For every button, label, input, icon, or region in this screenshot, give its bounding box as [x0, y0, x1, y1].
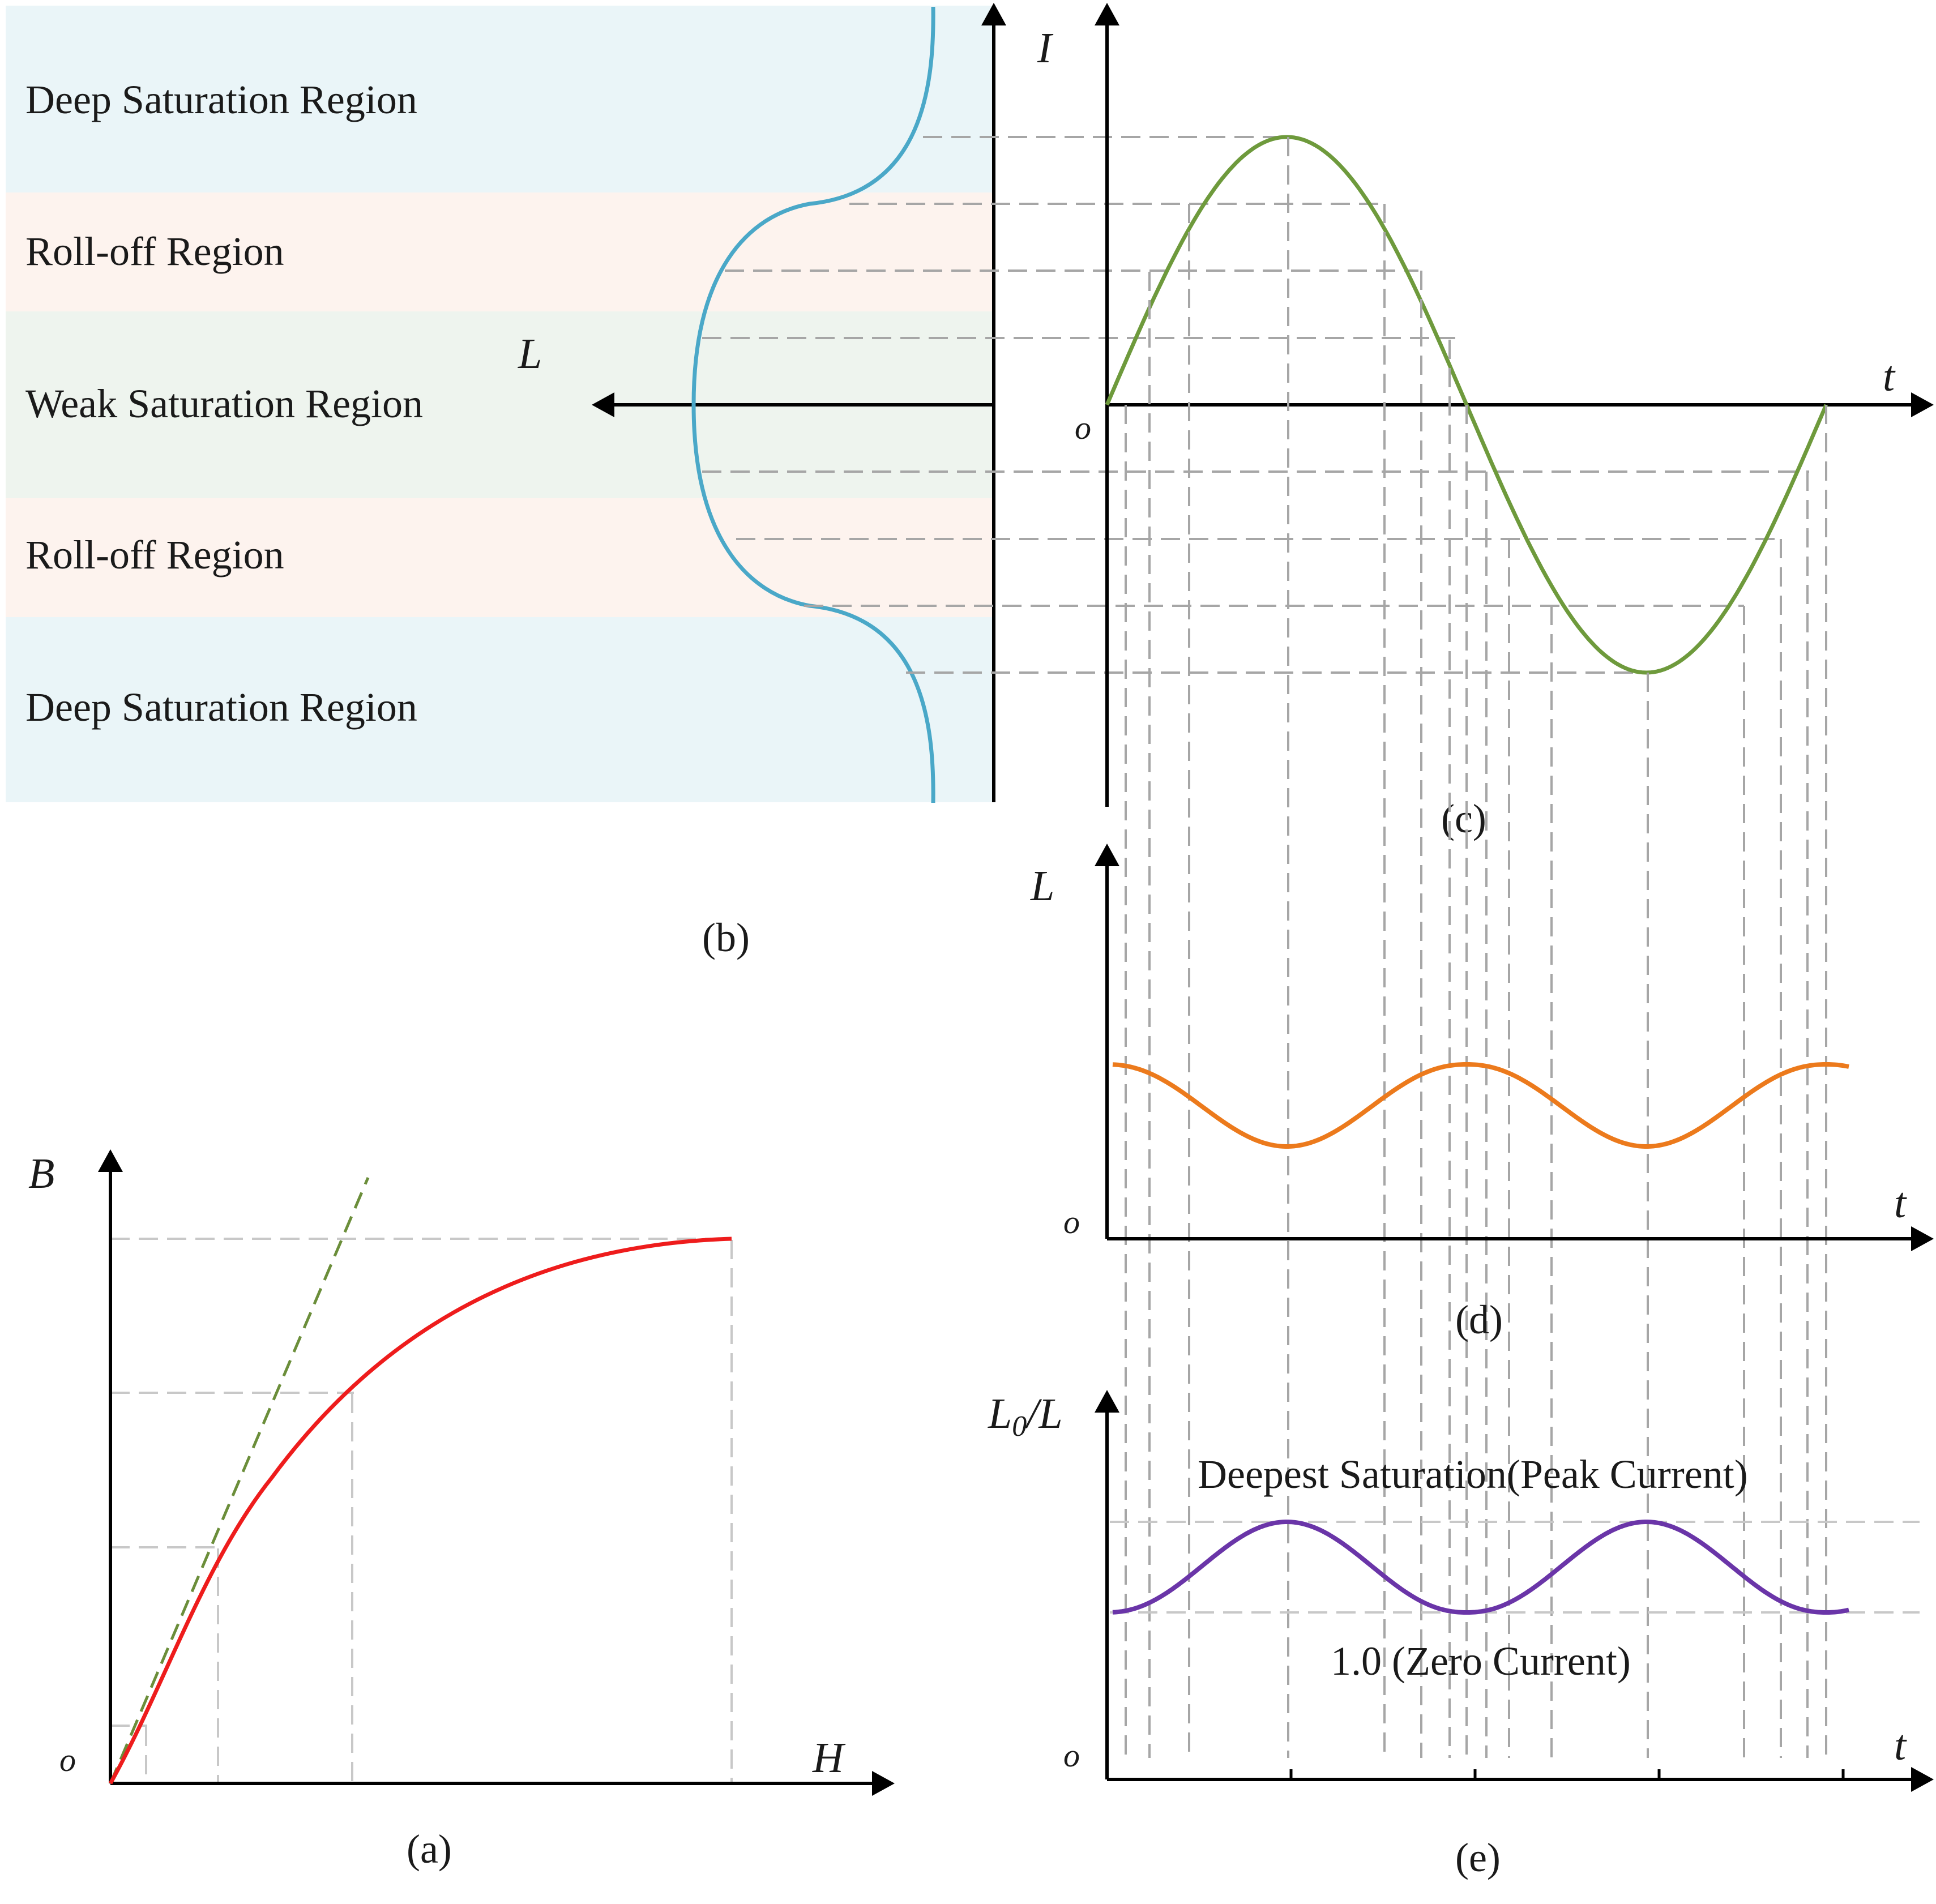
panel-e-t-axis-arrow	[1911, 1767, 1934, 1792]
bh-initial-tangent	[109, 1177, 370, 1784]
region-label-rolloff-top: Roll-off Region	[25, 229, 284, 274]
panel-a-origin: o	[59, 1742, 76, 1778]
panel-e-caption: (e)	[1455, 1835, 1501, 1880]
panel-c-caption: (c)	[1441, 796, 1486, 841]
panel-c-t-label: t	[1883, 353, 1896, 400]
panel-e: L0/L t o Deepest Saturation(Peak Current…	[988, 1390, 1934, 1880]
inductance-ratio-waveform	[1112, 1520, 1849, 1615]
panel-c-i-label: I	[1037, 24, 1054, 72]
panel-d: L t o (d)	[1030, 844, 1934, 1342]
panel-c-origin: o	[1075, 409, 1091, 446]
vertical-guide-lines	[1125, 137, 1827, 1758]
panel-b-caption: (b)	[702, 915, 750, 960]
band-rolloff-bottom	[6, 498, 994, 617]
band-deep-bottom	[6, 617, 994, 802]
panel-d-t-axis-arrow	[1911, 1226, 1934, 1251]
band-deep-top	[6, 6, 994, 192]
region-label-deep-bottom: Deep Saturation Region	[25, 684, 417, 730]
ratio-label-tail: /L	[1024, 1390, 1062, 1437]
inductance-current-curve	[691, 6, 935, 803]
panel-c-i-axis-arrow	[1095, 3, 1119, 25]
panel-c-t-axis-arrow	[1911, 392, 1934, 417]
annotation-zero-current: 1.0 (Zero Current)	[1331, 1638, 1631, 1684]
annotation-deepest-saturation: Deepest Saturation(Peak Current)	[1198, 1452, 1748, 1497]
panel-a-b-axis-arrow	[98, 1149, 123, 1172]
panel-e-ratio-axis-arrow	[1095, 1390, 1119, 1413]
panel-a-b-label: B	[28, 1150, 54, 1197]
panel-e-t-label: t	[1894, 1722, 1907, 1769]
panel-e-ratio-label: L0/L	[988, 1390, 1063, 1443]
band-rolloff-top	[6, 192, 994, 311]
ratio-label-l: L	[988, 1390, 1012, 1437]
panel-b-l-label: L	[518, 330, 542, 378]
panel-a-h-label: H	[812, 1734, 846, 1782]
region-label-rolloff-bottom: Roll-off Region	[25, 532, 284, 577]
panel-b-l-axis-arrow	[592, 392, 614, 417]
panel-e-origin: o	[1063, 1737, 1080, 1774]
panel-d-l-label: L	[1030, 862, 1054, 910]
panel-b: Deep Saturation Region Roll-off Region W…	[6, 3, 1006, 960]
region-label-deep-top: Deep Saturation Region	[25, 77, 417, 122]
region-label-weak: Weak Saturation Region	[25, 381, 423, 426]
inductance-waveform	[1112, 1062, 1849, 1149]
panel-a-caption: (a)	[407, 1826, 452, 1872]
panel-d-t-label: t	[1894, 1179, 1907, 1227]
ratio-label-sub: 0	[1012, 1410, 1027, 1443]
panel-d-l-axis-arrow	[1095, 844, 1119, 866]
panel-d-origin: o	[1063, 1204, 1080, 1240]
panel-d-caption: (d)	[1455, 1297, 1503, 1342]
panel-a: B H o (a)	[28, 1149, 895, 1872]
panel-a-h-axis-arrow	[872, 1771, 895, 1796]
bh-magnetization-curve	[108, 1236, 732, 1785]
panel-b-vertical-arrow	[981, 3, 1006, 25]
